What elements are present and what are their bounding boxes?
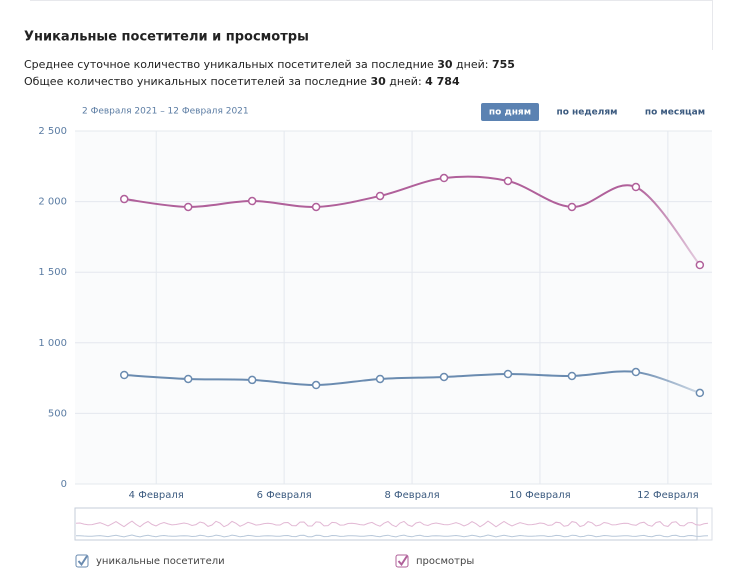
stat-text: Общее количество уникальных посетителей … — [24, 75, 370, 88]
x-tick-label: 6 Февраля — [257, 490, 312, 501]
stat-days: 30 — [370, 75, 386, 88]
navigator-window[interactable] — [74, 507, 698, 541]
y-tick-label: 2 500 — [38, 126, 67, 137]
x-tick-label: 12 Февраля — [637, 490, 698, 501]
point — [375, 374, 385, 384]
point — [631, 182, 641, 192]
title: Уникальные посетители и просмотры — [24, 30, 309, 45]
stat-line: Среднее суточное количество уникальных п… — [24, 58, 515, 71]
stat-days: 30 — [437, 58, 453, 71]
y-tick-label: 500 — [48, 408, 67, 419]
navigator — [74, 507, 713, 541]
point — [503, 369, 513, 379]
period-button[interactable]: по дням — [489, 108, 531, 118]
point — [247, 375, 257, 385]
navigator-line — [75, 520, 709, 528]
point — [311, 380, 321, 390]
point — [311, 202, 321, 212]
point — [247, 196, 257, 206]
stat-text: дней: — [453, 58, 492, 71]
point — [439, 372, 449, 382]
y-tick-label: 2 000 — [38, 197, 67, 208]
x-tick-label: 8 Февраля — [385, 490, 440, 501]
stat-text: дней: — [386, 75, 425, 88]
y-tick-label: 1 500 — [38, 267, 67, 278]
period-active-bg — [481, 103, 539, 121]
point — [567, 202, 577, 212]
x-tick-label: 4 Февраля — [129, 490, 184, 501]
point — [695, 260, 705, 270]
point — [119, 370, 129, 380]
point — [375, 191, 385, 201]
point — [503, 176, 513, 186]
y-tick-label: 1 000 — [38, 338, 67, 349]
stat-value: 755 — [492, 58, 515, 71]
legend-label: просмотры — [416, 556, 474, 567]
point — [567, 371, 577, 381]
date-range: 2 Февраля 2021 – 12 Февраля 2021 — [82, 107, 249, 117]
plot-bg — [75, 131, 712, 484]
check-icon — [397, 555, 408, 567]
stat-line: Общее количество уникальных посетителей … — [24, 75, 460, 88]
period-button[interactable]: по месяцам — [645, 108, 705, 118]
x-tick-label: 10 Февраля — [509, 490, 570, 501]
navigator-line — [75, 534, 709, 538]
check-icon — [77, 555, 88, 567]
stat-value: 4 784 — [425, 75, 460, 88]
legend-label: уникальные посетители — [96, 556, 225, 567]
y-tick-label: 0 — [61, 479, 67, 490]
point — [183, 202, 193, 212]
point — [439, 173, 449, 183]
point — [119, 194, 129, 204]
period-button[interactable]: по неделям — [557, 108, 618, 118]
series-line — [124, 175, 701, 266]
series-line — [124, 370, 701, 394]
point — [631, 367, 641, 377]
point — [183, 374, 193, 384]
stat-text: Среднее суточное количество уникальных п… — [24, 58, 437, 71]
point — [695, 388, 705, 398]
